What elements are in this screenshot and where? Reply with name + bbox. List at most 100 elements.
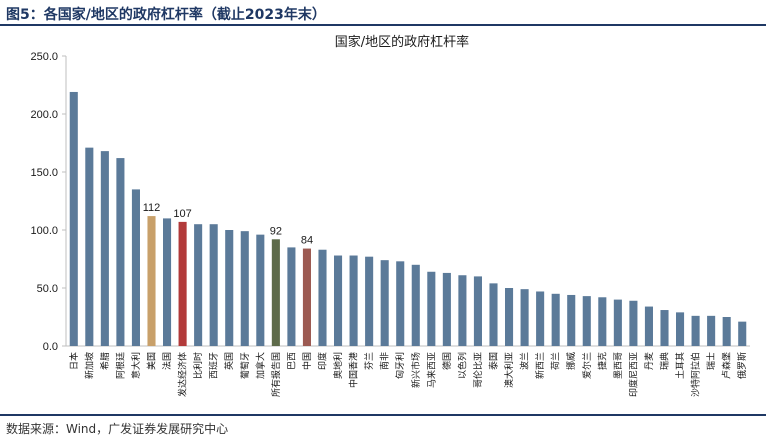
x-tick-label: 爱尔兰 (581, 352, 593, 379)
x-tick-label: 瑞典 (659, 352, 671, 370)
y-tick-label: 50.0 (37, 283, 58, 295)
data-label: 92 (270, 225, 282, 237)
x-tick-label: 印度尼西亚 (627, 352, 639, 397)
bar (271, 239, 280, 346)
x-tick-label: 阿根廷 (114, 352, 126, 379)
bar (505, 288, 514, 346)
bar (209, 224, 218, 346)
bar (613, 299, 622, 346)
x-tick-label: 挪威 (565, 352, 577, 370)
x-tick-label: 西班牙 (208, 352, 220, 379)
bar (147, 216, 156, 346)
bar (427, 271, 436, 346)
bar (178, 221, 187, 346)
data-label: 107 (173, 208, 191, 220)
bar (85, 147, 94, 346)
bar (551, 293, 560, 346)
bar (676, 312, 685, 346)
bar (442, 272, 451, 346)
x-tick-label: 日本 (68, 352, 80, 370)
x-tick-label: 芬兰 (363, 352, 375, 370)
data-label: 84 (301, 235, 313, 247)
bar (644, 306, 653, 346)
bar (131, 189, 140, 346)
bar (722, 317, 731, 346)
x-tick-label: 匈牙利 (394, 352, 406, 379)
bottom-rule (0, 414, 766, 416)
x-axis-labels: 日本 新加坡 希腊 阿根廷 意大利 美国 法国 发达经济体 比利时 西班牙 英国 葡萄牙 加拿大 所有报告… (68, 352, 748, 397)
bar (738, 321, 747, 346)
x-tick-label: 所有报告国 (270, 352, 282, 397)
x-tick-label: 法国 (161, 352, 173, 370)
bar (458, 275, 467, 346)
bar (116, 158, 125, 346)
bar (411, 264, 420, 346)
bar (520, 289, 529, 346)
bar (365, 256, 374, 346)
x-tick-label: 英国 (223, 352, 235, 370)
bar (225, 230, 234, 346)
bar (302, 248, 311, 346)
x-tick-label: 巴西 (286, 352, 297, 370)
x-tick-label: 俄罗斯 (736, 352, 748, 379)
x-tick-label: 波兰 (519, 352, 531, 370)
x-tick-label: 中国 (301, 352, 313, 370)
bar (380, 260, 389, 346)
bar (256, 234, 265, 346)
data-label: 112 (143, 202, 161, 214)
bar (536, 291, 545, 346)
bar (489, 283, 498, 346)
x-tick-label: 南非 (379, 352, 391, 370)
bar (334, 255, 343, 346)
x-tick-label: 土耳其 (674, 352, 686, 379)
y-tick-label: 100.0 (30, 225, 58, 237)
bar (349, 255, 358, 346)
x-tick-label: 新加坡 (83, 352, 95, 379)
x-tick-label: 奥地利 (332, 352, 344, 379)
x-tick-label: 以色列 (456, 352, 468, 379)
bar (287, 247, 296, 346)
y-tick-label: 0.0 (43, 341, 58, 353)
x-tick-label: 澳大利亚 (503, 352, 515, 388)
chart-title: 国家/地区的政府杠杆率 (335, 34, 469, 50)
x-tick-label: 哥伦比亚 (472, 352, 484, 388)
x-tick-label: 美国 (146, 352, 158, 370)
x-tick-label: 卢森堡 (721, 352, 733, 379)
x-tick-label: 希腊 (99, 352, 111, 370)
x-tick-label: 印度 (317, 352, 329, 370)
x-tick-label: 荷兰 (550, 352, 562, 370)
x-tick-label: 新西兰 (534, 352, 546, 379)
x-tick-label: 马来西亚 (426, 352, 437, 388)
x-tick-label: 丹麦 (643, 352, 655, 370)
bar (69, 91, 78, 347)
bar (567, 294, 576, 346)
bar (691, 315, 700, 346)
bar (100, 151, 109, 346)
bars: 112 107 92 84 (69, 91, 747, 347)
x-tick-label: 瑞士 (705, 352, 717, 370)
x-tick-label: 葡萄牙 (239, 352, 251, 379)
bar (396, 261, 405, 346)
x-tick-label: 泰国 (488, 352, 500, 370)
x-tick-label: 发达经济体 (177, 352, 189, 397)
bar (318, 249, 327, 346)
y-tick-label: 250.0 (30, 51, 58, 63)
x-tick-label: 捷克 (596, 352, 608, 370)
x-tick-label: 新兴市场 (410, 352, 422, 388)
x-tick-label: 墨西哥 (613, 352, 624, 379)
figure-title: 图5：各国家/地区的政府杠杆率（截止2023年末） (6, 7, 326, 23)
y-tick-label: 200.0 (30, 109, 58, 121)
source-note: 数据来源：Wind，广发证券发展研究中心 (6, 422, 229, 436)
y-tick-label: 150.0 (30, 167, 58, 179)
x-tick-label: 意大利 (130, 352, 142, 379)
bar (582, 296, 591, 346)
bar (163, 218, 172, 346)
x-tick-label: 德国 (441, 352, 453, 370)
bar (707, 315, 716, 346)
bar (240, 231, 249, 346)
x-tick-label: 比利时 (192, 352, 204, 379)
bar (473, 276, 482, 346)
bar (598, 297, 607, 346)
x-tick-label: 沙特阿拉伯 (690, 352, 702, 397)
